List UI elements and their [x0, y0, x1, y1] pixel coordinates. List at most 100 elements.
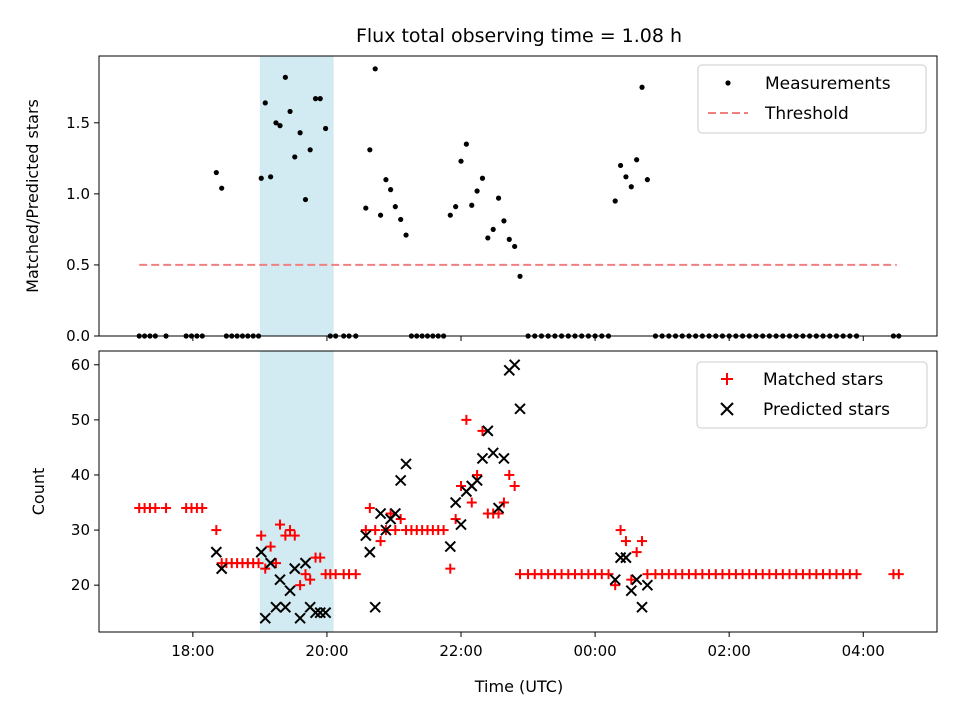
measurement-point-64	[506, 236, 512, 242]
predicted-point-42	[625, 584, 638, 597]
bottom-matched-stars	[134, 414, 904, 591]
matched-point-25	[289, 530, 300, 541]
predicted-point-32	[482, 425, 494, 437]
predicted-point-25	[444, 540, 456, 553]
predicted-point-22	[389, 507, 402, 520]
matched-point-43	[390, 525, 401, 536]
matched-point-54	[450, 514, 461, 525]
matched-point-82	[620, 536, 631, 547]
measurement-point-65	[512, 243, 518, 250]
bottom-y-tick-label-2: 40	[71, 466, 90, 484]
predicted-point-44	[636, 601, 648, 613]
predicted-point-7	[279, 601, 292, 613]
chart-title: Flux total observing time = 1.08 h	[356, 25, 682, 47]
top-y-axis-label: Matched/Predicted stars	[23, 99, 42, 293]
top-y-tick-label-0: 0.0	[66, 327, 90, 345]
predicted-point-10	[294, 612, 306, 624]
bottom-x-ticks: 18:00 20:00 22:00 00:00 02:00 04:00	[171, 632, 885, 660]
matched-point-56	[461, 414, 472, 425]
matched-point-119	[893, 569, 904, 580]
x-tick-label-2: 22:00	[439, 642, 482, 660]
measurement-point-44	[398, 216, 404, 223]
legend-predicted-label: Predicted stars	[763, 400, 890, 420]
matched-point-65	[509, 480, 520, 491]
measurement-point-56	[463, 141, 469, 147]
predicted-point-2	[255, 546, 267, 558]
matched-point-83	[626, 574, 637, 585]
predicted-point-18	[369, 601, 381, 613]
predicted-point-11	[299, 557, 312, 569]
x-tick-label-0: 18:00	[171, 642, 214, 660]
matched-point-30	[315, 552, 326, 563]
measurement-point-57	[469, 202, 475, 208]
matched-point-20	[265, 541, 276, 552]
predicted-point-17	[364, 546, 376, 558]
measurement-point-83	[628, 184, 634, 190]
measurement-point-55	[458, 158, 464, 164]
measurement-point-82	[623, 174, 629, 180]
legend-threshold-label: Threshold	[764, 104, 849, 124]
predicted-point-20	[380, 524, 392, 536]
matched-point-55	[456, 480, 467, 491]
predicted-point-6	[274, 573, 286, 586]
measurement-point-62	[495, 195, 502, 201]
matched-point-52	[438, 525, 449, 536]
matched-point-80	[610, 580, 621, 591]
bottom-panel: 18:00 20:00 22:00 00:00 02:00 04:00 20 30 40 50 6…	[29, 350, 938, 696]
top-panel: 0.0 0.5 1.0 1.5 Matched/Predicted stars Mea…	[23, 55, 938, 345]
top-axes-frame	[98, 55, 938, 337]
matched-point-22	[275, 519, 286, 530]
measurement-point-45	[403, 232, 409, 238]
measurement-point-61	[490, 226, 496, 233]
matched-point-64	[504, 469, 515, 480]
matched-point-18	[256, 530, 267, 541]
matched-point-117	[851, 569, 862, 580]
matched-point-62	[493, 508, 504, 519]
measurement-point-23	[282, 74, 288, 80]
bottom-legend: Matched stars Predicted stars	[696, 361, 928, 429]
legend-measurements-label: Measurements	[765, 74, 891, 94]
measurement-point-30	[317, 96, 323, 102]
measurement-point-25	[292, 154, 298, 160]
predicted-point-1	[215, 562, 228, 575]
matched-point-3	[150, 503, 161, 514]
measurement-point-28	[307, 147, 313, 153]
bottom-predicted-stars	[210, 359, 654, 624]
predicted-point-8	[284, 584, 296, 597]
predicted-point-4	[264, 557, 277, 569]
top-shaded-region	[259, 56, 334, 336]
matched-point-53	[445, 563, 456, 574]
legend-predicted-marker	[720, 402, 734, 416]
matched-point-19	[260, 563, 271, 574]
matched-point-57	[466, 497, 477, 508]
measurement-point-42	[388, 187, 394, 193]
predicted-point-15	[319, 607, 332, 619]
measurement-point-58	[474, 188, 480, 194]
predicted-point-13	[309, 607, 322, 619]
measurement-point-19	[262, 100, 268, 106]
matched-point-23	[280, 530, 291, 541]
matched-point-85	[637, 536, 648, 547]
matched-point-58	[472, 469, 483, 480]
bottom-y-tick-label-0: 20	[71, 576, 90, 594]
measurement-point-24	[287, 108, 293, 115]
measurement-point-85	[639, 84, 645, 90]
measurement-point-21	[273, 120, 279, 126]
measurement-point-41	[383, 177, 389, 183]
measurement-point-39	[372, 66, 378, 72]
top-y-tick-label-2: 1.0	[66, 185, 90, 203]
measurement-point-80	[612, 198, 618, 204]
x-tick-label-3: 00:00	[573, 642, 616, 660]
predicted-point-33	[487, 447, 499, 459]
predicted-point-31	[476, 452, 489, 465]
predicted-point-3	[259, 612, 271, 624]
legend-measurements-marker	[725, 80, 731, 86]
predicted-point-34	[492, 502, 505, 514]
matched-point-59	[477, 425, 488, 436]
measurement-point-63	[501, 218, 507, 224]
x-tick-label-4: 02:00	[708, 642, 751, 660]
matched-point-37	[360, 525, 371, 536]
measurement-point-26	[297, 130, 303, 136]
measurement-point-84	[634, 157, 640, 163]
